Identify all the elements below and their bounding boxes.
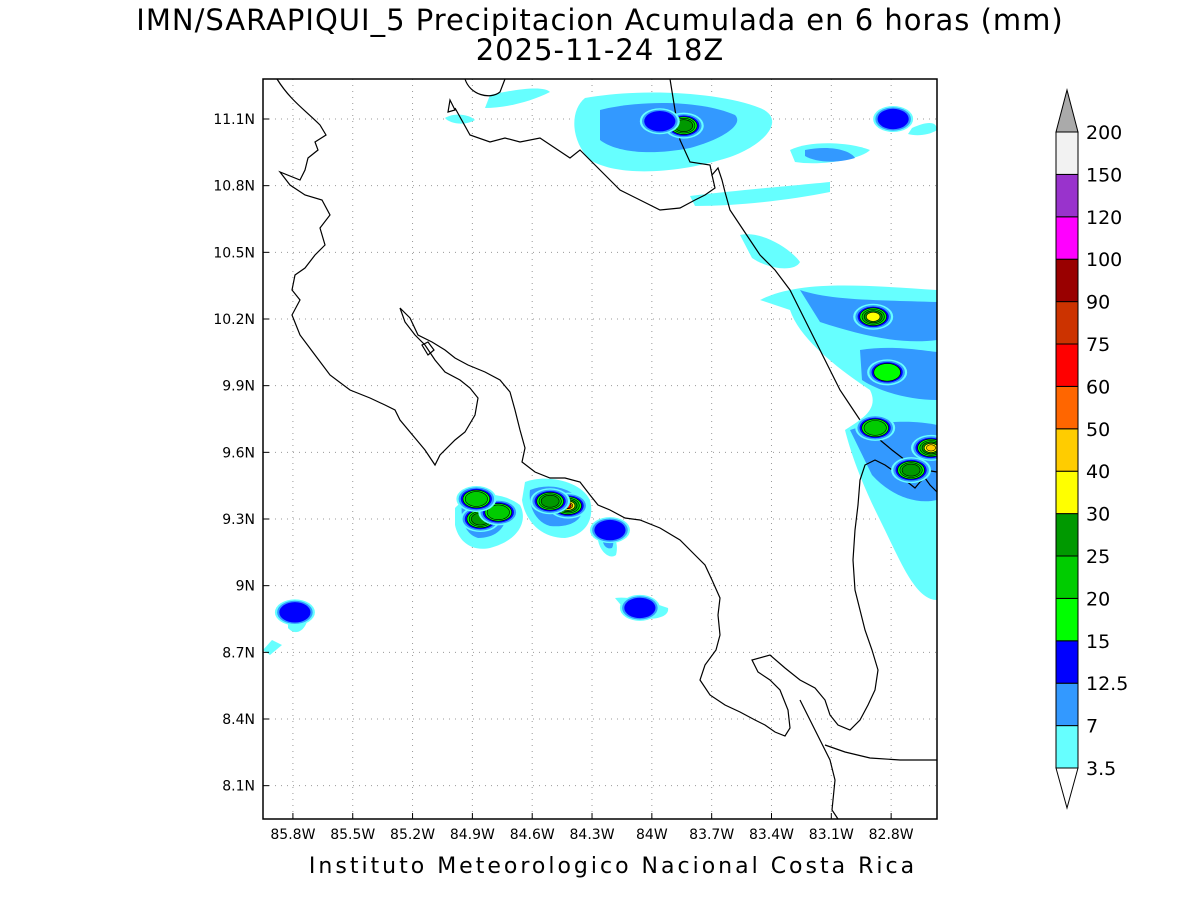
colorbar-swatch [1055, 385, 1079, 430]
precip-contour [877, 108, 909, 130]
precip-cell [456, 486, 497, 512]
lat-tick-label: 9.3N [222, 512, 255, 528]
map-subtitle: 2025-11-24 18Z [475, 33, 725, 67]
colorbar-swatch [1055, 258, 1079, 303]
colorbar-swatch [1055, 428, 1079, 472]
colorbar-label: 60 [1086, 376, 1110, 398]
lon-tick-label: 85.8W [270, 827, 315, 843]
colorbar-label: 50 [1086, 419, 1110, 441]
lat-tick-label: 10.8N [213, 179, 255, 195]
colorbar-label: 120 [1086, 207, 1122, 229]
precip-contour [624, 597, 656, 619]
precipitation-field [263, 88, 937, 655]
precip-cell [911, 434, 937, 461]
lon-tick-label: 84.9W [450, 827, 495, 843]
precip-band-caribbean [263, 88, 937, 655]
colorbar-swatch [1055, 725, 1079, 769]
lat-tick-label: 9.6N [222, 445, 255, 461]
axis-ticks: 85.8W 85.5W 85.2W 84.9W 84.6W 84.3W 84W 83.7W 83… [213, 112, 913, 843]
precip-cell [867, 359, 908, 386]
precip-cell [639, 108, 680, 135]
precip-contour [863, 420, 887, 436]
plot-frame [262, 78, 938, 820]
precip-cell [891, 457, 932, 484]
colorbar-swatch [1055, 301, 1079, 345]
precip-cell [589, 517, 630, 544]
lat-tick-label: 10.2N [213, 312, 255, 328]
lat-tick-label: 9.9N [222, 379, 255, 395]
precip-contour [279, 602, 311, 623]
precip-cell [530, 488, 571, 515]
map-title: IMN/SARAPIQUI_5 Precipitacion Acumulada … [136, 3, 1064, 37]
colorbar-label: 15 [1086, 631, 1110, 653]
precip-cell [855, 414, 896, 441]
precip-cell [853, 303, 894, 330]
colorbar-label: 100 [1086, 249, 1122, 271]
precipitation-cells [274, 106, 937, 626]
colorbar-label: 90 [1086, 292, 1110, 314]
coastline [276, 78, 938, 820]
colorbar-label: 3.5 [1086, 758, 1116, 780]
lat-tick-label: 8.7N [222, 645, 255, 661]
precip-contour [540, 494, 560, 508]
colorbar-swatch [1055, 216, 1079, 260]
lat-tick-label: 8.4N [222, 712, 255, 728]
precip-contour [644, 111, 676, 132]
lon-tick-label: 82.8W [869, 827, 914, 843]
colorbar-swatch [1055, 682, 1079, 727]
precip-cell [274, 599, 315, 626]
precip-cell [619, 594, 660, 621]
precip-contour [486, 504, 510, 521]
precip-contour [866, 311, 881, 322]
colorbar-swatch [1055, 173, 1079, 218]
colorbar-label: 7 [1086, 716, 1098, 738]
precip-contour [873, 363, 901, 382]
colorbar-min-arrow [1055, 767, 1079, 810]
colorbar-swatch [1055, 470, 1079, 515]
colorbar-label: 20 [1086, 588, 1110, 610]
colorbar-swatch [1055, 131, 1079, 175]
precip-contour [464, 491, 488, 507]
lon-tick-label: 83.1W [809, 827, 854, 843]
lat-tick-label: 9N [236, 579, 255, 595]
colorbar-label: 75 [1086, 334, 1110, 356]
colorbar-label: 25 [1086, 546, 1110, 568]
colorbar-label: 200 [1086, 122, 1122, 144]
lon-tick-label: 84.6W [510, 827, 555, 843]
lat-tick-label: 11.1N [213, 112, 255, 128]
lon-tick-label: 84.3W [570, 827, 615, 843]
precip-contour [926, 444, 936, 452]
colorbar-label: 30 [1086, 504, 1110, 526]
graticule-grid [263, 79, 937, 819]
colorbar-swatch [1055, 343, 1079, 387]
precip-contour [594, 519, 626, 541]
colorbar-swatch [1055, 513, 1079, 557]
colorbar-label: 150 [1086, 164, 1122, 186]
lon-tick-label: 84W [636, 827, 668, 843]
precip-cell [873, 106, 914, 132]
lon-tick-label: 85.2W [390, 827, 435, 843]
lon-tick-label: 83.7W [689, 827, 734, 843]
colorbar-label: 40 [1086, 461, 1110, 483]
lat-tick-label: 8.1N [222, 779, 255, 795]
lat-tick-label: 10.5N [213, 245, 255, 261]
colorbar-swatch [1055, 597, 1079, 642]
lon-tick-label: 83.4W [749, 827, 794, 843]
colorbar-max-arrow [1055, 88, 1079, 133]
precip-band-moderate [461, 103, 937, 615]
institution-footer: Instituto Meteorologico Nacional Costa R… [308, 854, 918, 879]
colorbar-swatch [1055, 640, 1079, 684]
lon-tick-label: 85.5W [330, 827, 375, 843]
colorbar-swatch [1055, 555, 1079, 599]
colorbar: 3.5 7 12.5 15 20 25 30 40 50 60 75 90 100 120 150 200 [1055, 88, 1128, 810]
colorbar-label: 12.5 [1086, 673, 1128, 695]
precip-contour [901, 463, 921, 477]
